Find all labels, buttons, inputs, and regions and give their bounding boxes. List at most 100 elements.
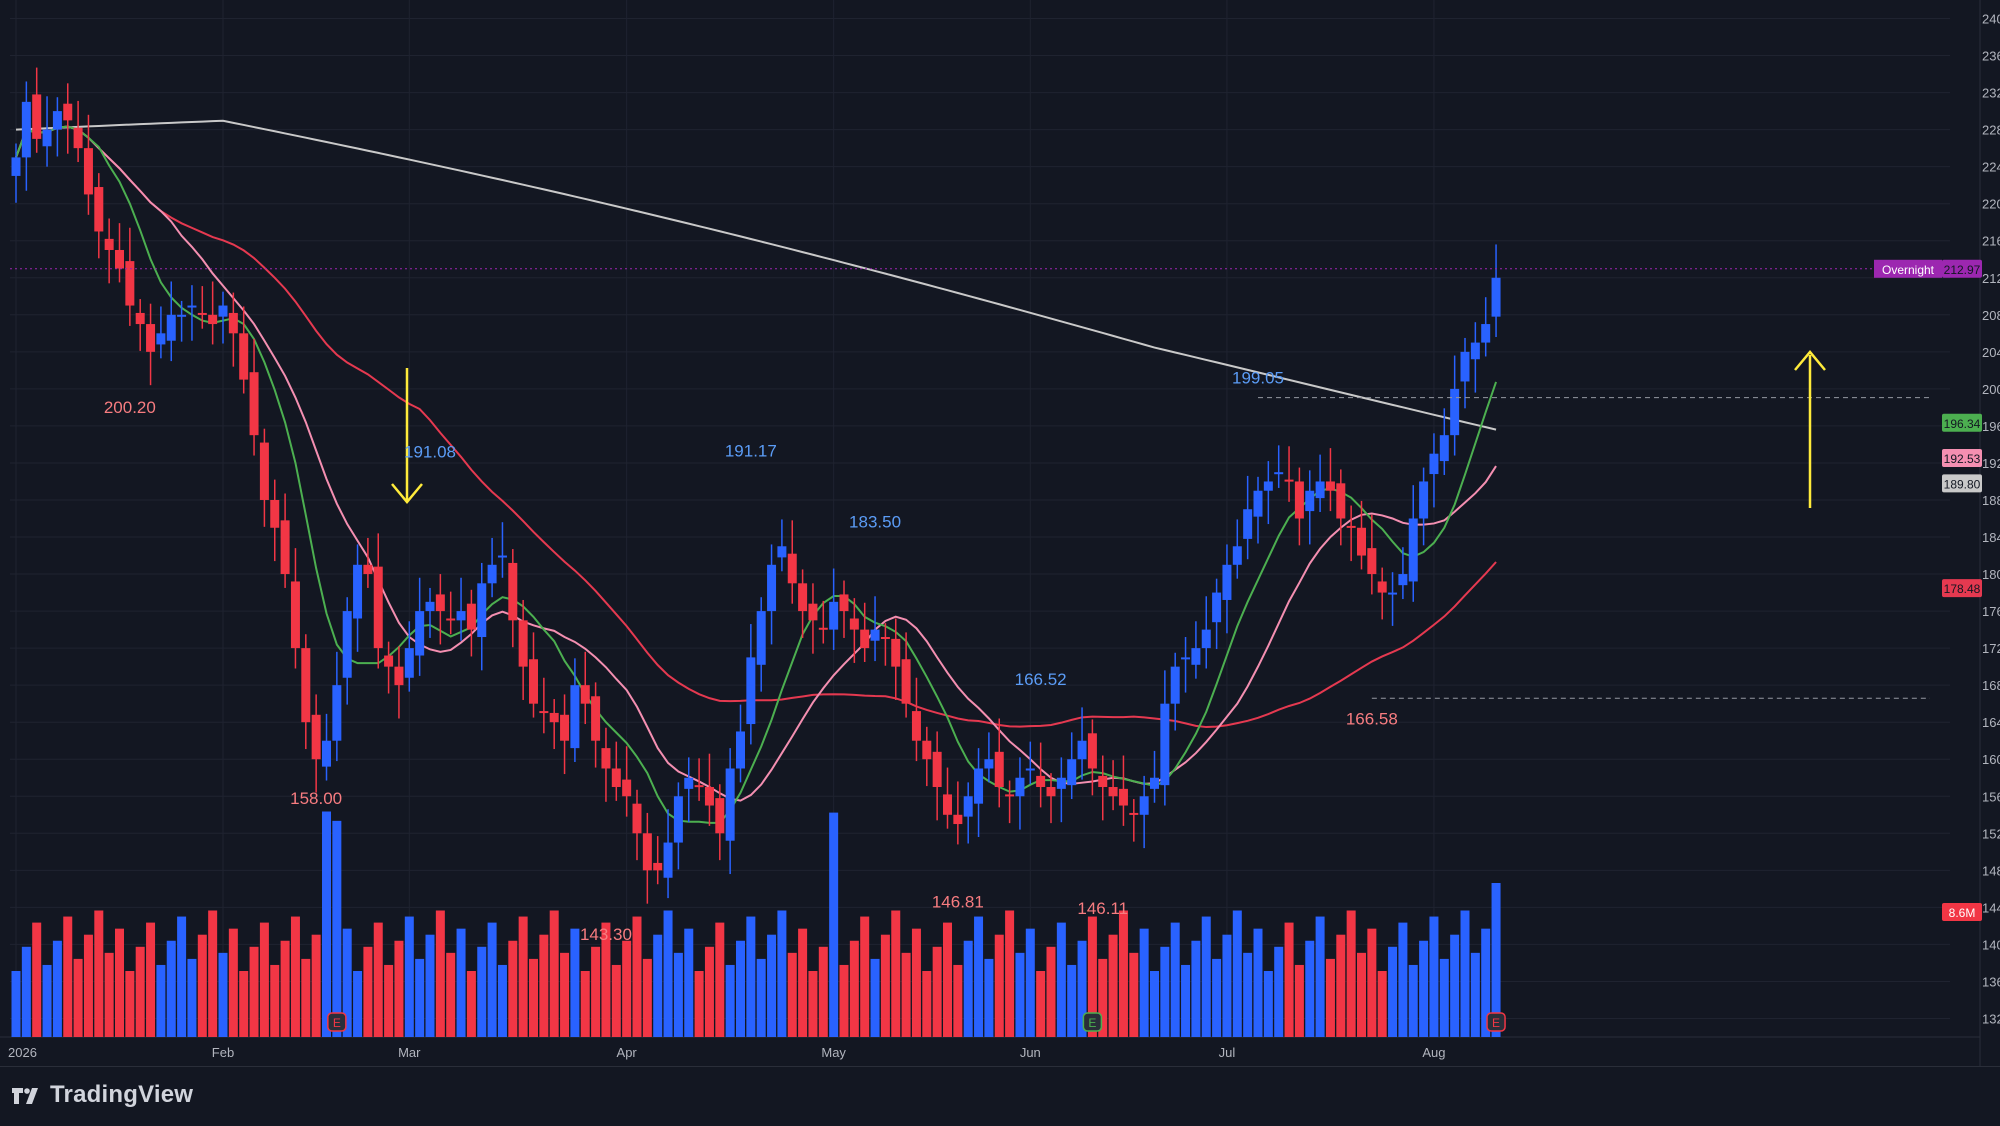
volume-bar	[270, 964, 280, 1037]
volume-bar	[974, 916, 984, 1037]
volume-bar	[446, 952, 456, 1037]
volume-bar	[653, 934, 663, 1037]
candle-body	[1056, 777, 1066, 789]
sma20-line	[15, 125, 1497, 802]
volume-bar	[1460, 910, 1470, 1037]
candle-body	[1253, 490, 1263, 517]
price-axis-label: 240.00	[1982, 12, 2000, 27]
volume-bar	[1253, 928, 1263, 1037]
candle-body	[994, 751, 1004, 788]
candle-body	[94, 187, 104, 232]
candle-body	[715, 798, 725, 834]
tradingview-logo[interactable]: TradingView	[12, 1081, 193, 1109]
volume-bar	[1470, 952, 1480, 1037]
volume-bar	[1170, 922, 1180, 1037]
volume-bar	[1357, 952, 1366, 1037]
candle-body	[353, 564, 363, 619]
candle-body	[911, 711, 921, 741]
volume-bar	[477, 946, 487, 1037]
price-axis-label: 180.00	[1982, 567, 2000, 582]
volume-bar	[1377, 971, 1387, 1037]
candle-body	[518, 620, 528, 667]
volume-bar	[1274, 946, 1284, 1037]
candle-body	[52, 111, 62, 130]
sma10-line	[15, 125, 1497, 824]
volume-bar	[725, 964, 735, 1037]
price-axis-label: 140.00	[1982, 937, 2000, 952]
volume-bar	[342, 928, 352, 1037]
candle-body	[1243, 509, 1253, 539]
volume-bar	[373, 922, 383, 1037]
price-axis-label: 224.00	[1982, 160, 2000, 175]
candle-body	[1408, 518, 1418, 582]
volume-bar	[1160, 946, 1170, 1037]
volume-bar	[808, 971, 818, 1037]
candle-body	[280, 520, 290, 575]
volume-bar	[663, 910, 673, 1037]
time-axis-label: Feb	[212, 1045, 234, 1060]
candle-body	[1388, 592, 1398, 595]
volume-bar	[911, 928, 921, 1037]
volume-bar	[1005, 910, 1015, 1037]
price-annotation: 166.52	[1015, 670, 1067, 689]
price-axis-label: 176.00	[1982, 604, 2000, 619]
volume-bar	[1108, 934, 1118, 1037]
time-axis-label: Aug	[1422, 1045, 1445, 1060]
volume-bar	[704, 946, 714, 1037]
candle-body	[197, 312, 207, 315]
volume-bar	[1191, 940, 1201, 1037]
volume-bar	[829, 812, 839, 1037]
price-annotation: 200.20	[104, 398, 156, 417]
candle-body	[1263, 481, 1273, 491]
volume-bar	[777, 910, 787, 1037]
volume-bar	[798, 928, 808, 1037]
candle-body	[1077, 740, 1087, 760]
candle-body	[301, 648, 311, 723]
candle-body	[529, 659, 538, 704]
overnight-badge-label: Overnight	[1882, 263, 1935, 277]
volume-bar	[125, 971, 135, 1037]
price-axis-label: 136.00	[1982, 974, 2000, 989]
earnings-label: E	[1492, 1016, 1500, 1030]
candle-body	[1025, 768, 1035, 771]
candle-body	[1201, 629, 1211, 649]
volume-bar	[83, 934, 93, 1037]
footer-bar: TradingView	[0, 1066, 2000, 1126]
price-axis-label: 156.00	[1982, 789, 2000, 804]
volume-bar	[1450, 934, 1460, 1037]
volume-bar	[684, 928, 694, 1037]
volume-bar	[21, 946, 31, 1037]
volume-bar	[1243, 952, 1253, 1037]
volume-bar	[632, 916, 642, 1037]
candle-body	[342, 611, 352, 678]
volume-bar	[1336, 934, 1346, 1037]
candle-body	[663, 842, 673, 878]
candle-body	[1315, 481, 1325, 499]
candle-body	[570, 685, 580, 749]
candle-body	[829, 601, 839, 630]
price-chart[interactable]: 200.20 158.00 191.08 143.30 191.17 183.50 146.…	[0, 0, 2000, 1066]
candle-body	[1429, 453, 1439, 475]
candle-body	[508, 562, 518, 621]
volume-bar	[994, 934, 1004, 1037]
candle-body	[373, 566, 383, 649]
volume-bar	[1367, 928, 1377, 1037]
time-axis-label: Apr	[617, 1045, 638, 1060]
candle-body	[622, 779, 632, 797]
price-axis-label: 216.00	[1982, 234, 2000, 249]
candle-body	[208, 314, 218, 325]
candle-body	[1305, 490, 1315, 512]
volume-bar	[891, 910, 901, 1037]
candle-body	[322, 740, 331, 767]
volume-bar	[1232, 910, 1242, 1037]
volume-badge	[1942, 903, 1982, 921]
overnight-badge	[1874, 259, 1942, 278]
volume-bar	[1325, 958, 1335, 1037]
candle-body	[808, 603, 818, 621]
candle-body	[1367, 548, 1377, 575]
candle-body	[135, 312, 145, 325]
price-axis-label: 196.00	[1982, 419, 2000, 434]
volume-bar	[1212, 958, 1222, 1037]
candle-body	[1460, 351, 1470, 382]
candle-body	[798, 583, 808, 612]
